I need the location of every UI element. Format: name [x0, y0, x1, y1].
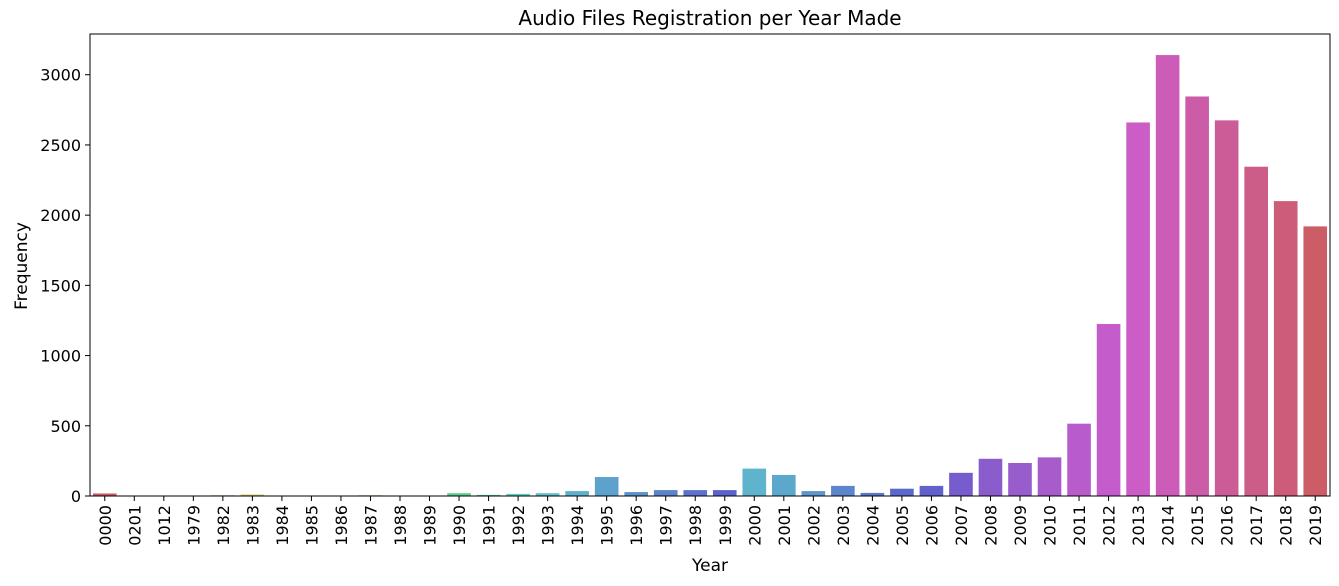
x-tick-label: 1982 — [214, 505, 233, 546]
x-tick-label: 1989 — [421, 505, 440, 546]
x-tick-label: 2010 — [1041, 505, 1060, 546]
bar-2008 — [978, 458, 1003, 496]
bar-1990 — [447, 493, 471, 496]
x-tick-label: 2000 — [745, 505, 764, 546]
x-tick-label: 1992 — [509, 505, 528, 546]
y-tick-label: 1500 — [40, 276, 81, 295]
x-tick-label: 2015 — [1188, 505, 1207, 546]
x-tick-label: 1986 — [332, 505, 351, 546]
bars-group — [92, 55, 1328, 497]
x-tick-label: 1995 — [598, 505, 617, 546]
x-tick-label: 2003 — [834, 505, 853, 546]
y-axis-title: Frequency — [12, 222, 32, 310]
x-tick-label: 2017 — [1247, 505, 1266, 546]
chart-title: Audio Files Registration per Year Made — [518, 6, 901, 30]
bar-2005 — [890, 488, 914, 496]
bar-0000 — [92, 493, 117, 496]
y-axis: 0 500 1000 1500 2000 2500 3000 — [40, 66, 90, 506]
x-tick-label: 2001 — [775, 505, 794, 546]
bar-2010 — [1037, 457, 1062, 496]
bar-2009 — [1008, 463, 1032, 496]
x-tick-label: 1012 — [155, 505, 174, 546]
x-axis: 0000 0201 1012 1979 1982 1983 1984 1985 1986 1987… — [96, 496, 1325, 546]
x-tick-label: 1984 — [273, 505, 292, 546]
bar-2019 — [1303, 226, 1328, 496]
bar-2003 — [831, 485, 855, 496]
x-tick-label: 2007 — [952, 505, 971, 546]
x-tick-label: 1979 — [184, 505, 203, 546]
bar-2011 — [1067, 423, 1091, 496]
y-tick-label: 500 — [50, 417, 81, 436]
bar-1993 — [535, 493, 560, 496]
x-tick-label: 0201 — [125, 505, 144, 546]
x-tick-label: 2013 — [1129, 505, 1148, 546]
bar-1994 — [565, 491, 589, 496]
bar-2016 — [1214, 120, 1239, 497]
bar-1991 — [476, 494, 501, 496]
x-tick-label: 1985 — [302, 505, 321, 546]
bar-2012 — [1096, 323, 1121, 496]
bar-2014 — [1155, 55, 1180, 497]
x-tick-label: 1983 — [243, 505, 262, 546]
bar-1996 — [624, 492, 648, 496]
x-tick-label: 1991 — [480, 505, 499, 546]
bar-2018 — [1273, 201, 1298, 497]
bar-1995 — [594, 477, 619, 496]
bar-2015 — [1185, 96, 1209, 497]
bar-2002 — [801, 491, 826, 496]
bar-1997 — [653, 490, 678, 496]
y-tick-label: 3000 — [40, 66, 81, 85]
x-tick-label: 1997 — [657, 505, 676, 546]
x-tick-label: 1998 — [686, 505, 705, 546]
x-tick-label: 2006 — [922, 505, 941, 546]
bar-2001 — [772, 474, 796, 496]
bar-1983 — [240, 494, 265, 496]
x-tick-label: 1987 — [361, 505, 380, 546]
x-tick-label: 1994 — [568, 505, 587, 546]
bar-2004 — [860, 492, 885, 496]
bar-2013 — [1126, 122, 1150, 496]
x-tick-label: 2002 — [804, 505, 823, 546]
x-axis-title: Year — [691, 556, 728, 576]
bar-2006 — [919, 485, 944, 496]
x-tick-label: 2008 — [981, 505, 1000, 546]
bar-2007 — [949, 472, 973, 496]
x-tick-label: 2011 — [1070, 505, 1089, 546]
x-tick-label: 2004 — [863, 505, 882, 546]
y-tick-label: 2000 — [40, 206, 81, 225]
bar-1998 — [683, 490, 708, 496]
y-tick-label: 1000 — [40, 347, 81, 366]
x-tick-label: 2009 — [1011, 505, 1030, 546]
x-tick-label: 2016 — [1218, 505, 1237, 546]
bar-1992 — [506, 493, 530, 496]
x-tick-label: 2019 — [1306, 505, 1325, 546]
x-tick-label: 2005 — [893, 505, 912, 546]
x-tick-label: 2012 — [1100, 505, 1119, 546]
bar-2000 — [742, 468, 767, 496]
bar-2017 — [1244, 166, 1268, 496]
x-tick-label: 1990 — [450, 505, 469, 546]
x-tick-label: 2018 — [1277, 505, 1296, 546]
x-tick-label: 1993 — [539, 505, 558, 546]
bar-1999 — [712, 490, 737, 496]
y-tick-label: 2500 — [40, 136, 81, 155]
x-tick-label: 1988 — [391, 505, 410, 546]
y-tick-label: 0 — [71, 487, 81, 506]
x-tick-label: 2014 — [1159, 505, 1178, 546]
x-tick-label: 0000 — [96, 505, 115, 546]
plot-frame — [89, 33, 1331, 497]
x-tick-label: 1996 — [627, 505, 646, 546]
x-tick-label: 1999 — [716, 505, 735, 546]
